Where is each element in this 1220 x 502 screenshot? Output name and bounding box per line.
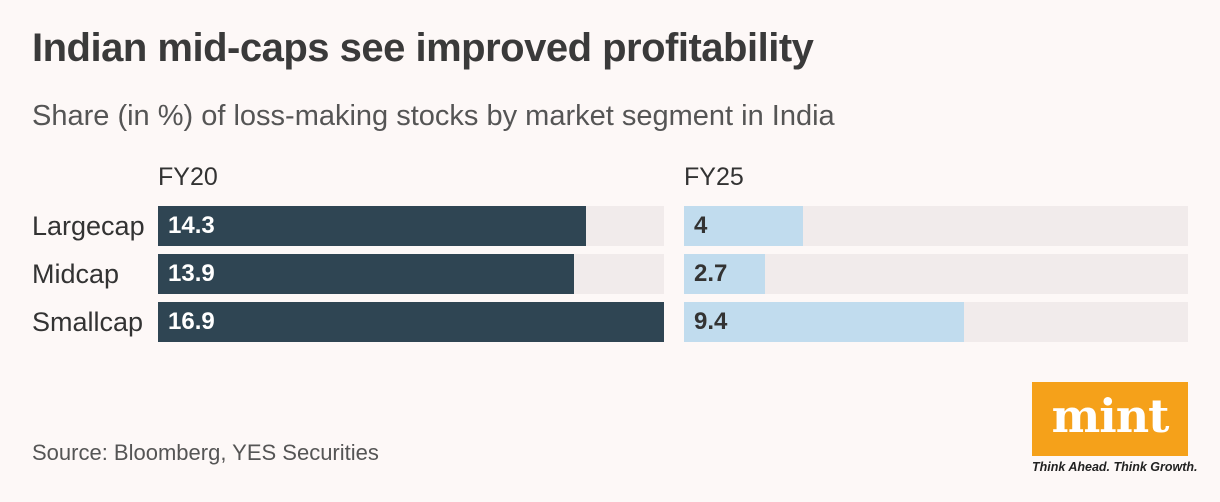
- bar-track-fy25-largecap: 4: [684, 206, 1188, 246]
- mint-logo: mint: [1032, 382, 1188, 456]
- bar-fy20-smallcap: [158, 302, 664, 342]
- data-label-fy25-largecap: 4: [694, 212, 708, 239]
- chart-subtitle: Share (in %) of loss-making stocks by ma…: [32, 100, 835, 132]
- bar-track-fy25-midcap: 2.7: [684, 254, 1188, 294]
- bar-track-fy20-largecap: 14.3: [158, 206, 664, 246]
- data-label-fy20-midcap: 13.9: [168, 260, 215, 287]
- panel-label-fy20: FY20: [158, 163, 218, 191]
- data-label-fy20-smallcap: 16.9: [168, 308, 215, 335]
- source-note: Source: Bloomberg, YES Securities: [32, 440, 379, 465]
- data-label-fy25-midcap: 2.7: [694, 260, 728, 287]
- category-label-largecap: Largecap: [32, 211, 145, 241]
- bar-track-fy20-smallcap: 16.9: [158, 302, 664, 342]
- bar-track-fy25-smallcap: 9.4: [684, 302, 1188, 342]
- bar-fy25-smallcap: [684, 302, 965, 342]
- bar-fy20-largecap: [158, 206, 587, 246]
- category-label-smallcap: Smallcap: [32, 307, 144, 337]
- logo-tagline: Think Ahead. Think Growth.: [1032, 460, 1198, 474]
- logo-text: mint: [1051, 389, 1170, 443]
- bar-fy20-midcap: [158, 254, 575, 294]
- panel-label-fy25: FY25: [684, 163, 744, 191]
- bar-fy25-largecap: [684, 206, 804, 246]
- bar-fy25-midcap: [684, 254, 765, 294]
- bar-track-fy20-midcap: 13.9: [158, 254, 664, 294]
- data-label-fy25-smallcap: 9.4: [694, 308, 728, 335]
- chart-title: Indian mid-caps see improved profitabili…: [32, 26, 814, 70]
- category-label-midcap: Midcap: [32, 259, 120, 289]
- data-label-fy20-largecap: 14.3: [168, 212, 215, 239]
